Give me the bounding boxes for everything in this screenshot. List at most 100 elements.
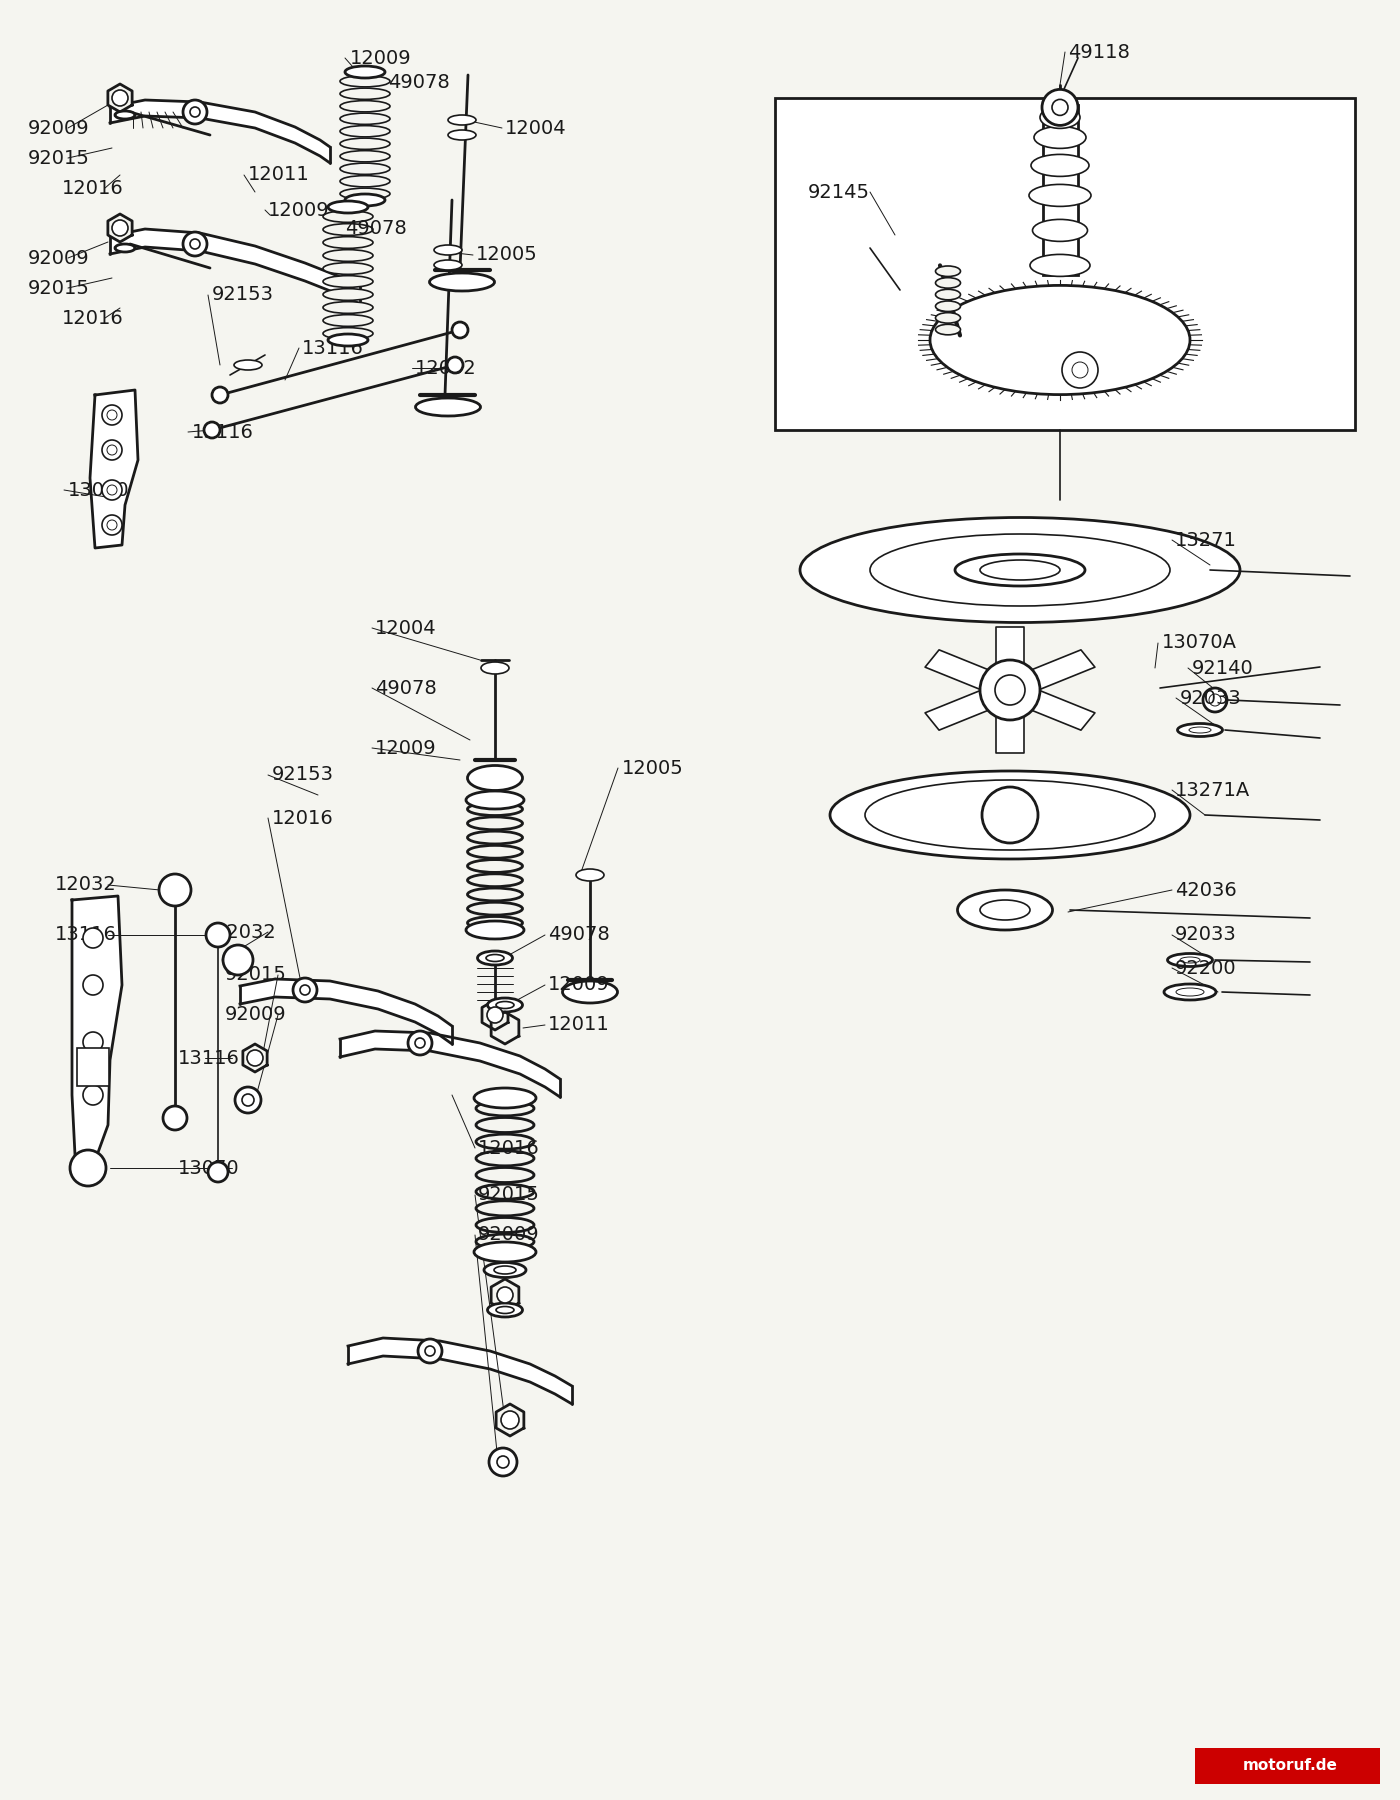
Circle shape — [1063, 353, 1098, 389]
Ellipse shape — [487, 1303, 522, 1318]
Polygon shape — [340, 1031, 560, 1096]
Text: 13116: 13116 — [302, 338, 364, 358]
Ellipse shape — [434, 259, 462, 270]
Text: 12016: 12016 — [62, 178, 123, 198]
Circle shape — [209, 1163, 228, 1183]
Ellipse shape — [115, 245, 134, 252]
Ellipse shape — [1029, 184, 1091, 207]
Ellipse shape — [323, 315, 372, 326]
Circle shape — [204, 421, 220, 437]
Ellipse shape — [468, 902, 522, 914]
Ellipse shape — [328, 335, 368, 346]
Circle shape — [183, 101, 207, 124]
Ellipse shape — [466, 790, 524, 808]
Text: 12032: 12032 — [55, 875, 116, 895]
Ellipse shape — [340, 139, 391, 149]
Circle shape — [183, 232, 207, 256]
Circle shape — [407, 1031, 433, 1055]
Text: 12004: 12004 — [505, 119, 567, 137]
Ellipse shape — [340, 113, 391, 124]
Circle shape — [106, 445, 118, 455]
Text: 13116: 13116 — [55, 925, 116, 945]
Ellipse shape — [416, 398, 480, 416]
Polygon shape — [995, 626, 1023, 673]
Text: 92009: 92009 — [477, 1226, 539, 1244]
Ellipse shape — [468, 803, 522, 815]
Ellipse shape — [323, 328, 372, 340]
Text: 13070: 13070 — [69, 481, 130, 499]
Text: 92145: 92145 — [808, 182, 869, 202]
Circle shape — [102, 405, 122, 425]
Ellipse shape — [468, 916, 522, 929]
Ellipse shape — [1035, 126, 1086, 148]
Circle shape — [106, 410, 118, 419]
Circle shape — [102, 439, 122, 461]
Polygon shape — [111, 229, 360, 304]
Ellipse shape — [935, 277, 960, 288]
Ellipse shape — [340, 101, 391, 112]
Text: 12032: 12032 — [216, 922, 277, 941]
Ellipse shape — [955, 554, 1085, 587]
Ellipse shape — [115, 112, 134, 119]
Ellipse shape — [477, 950, 512, 965]
Text: 12016: 12016 — [477, 1139, 540, 1157]
Text: 49078: 49078 — [344, 218, 407, 238]
Text: 12016: 12016 — [272, 808, 333, 828]
Polygon shape — [995, 707, 1023, 752]
Text: 12009: 12009 — [350, 49, 412, 67]
Text: 92153: 92153 — [272, 765, 335, 785]
Polygon shape — [349, 1337, 573, 1404]
Text: 92015: 92015 — [477, 1186, 540, 1204]
Circle shape — [83, 929, 104, 949]
Ellipse shape — [1168, 954, 1212, 967]
Ellipse shape — [496, 1307, 514, 1314]
Ellipse shape — [323, 236, 372, 248]
Polygon shape — [242, 1044, 267, 1073]
Ellipse shape — [1033, 220, 1088, 241]
Ellipse shape — [1189, 727, 1211, 733]
Ellipse shape — [1030, 254, 1091, 277]
Text: 92015: 92015 — [28, 149, 90, 167]
Ellipse shape — [484, 1262, 526, 1278]
Text: 49078: 49078 — [375, 679, 437, 697]
Polygon shape — [71, 896, 122, 1181]
Text: 12016: 12016 — [62, 308, 123, 328]
Circle shape — [242, 1094, 253, 1105]
Ellipse shape — [323, 302, 372, 313]
Ellipse shape — [468, 860, 522, 873]
Text: 13271A: 13271A — [1175, 781, 1250, 799]
Ellipse shape — [430, 274, 494, 292]
Ellipse shape — [476, 1168, 533, 1183]
Circle shape — [106, 484, 118, 495]
Circle shape — [246, 1049, 263, 1066]
Text: 49078: 49078 — [547, 925, 610, 945]
Text: 12009: 12009 — [547, 976, 609, 994]
Text: 92015: 92015 — [225, 965, 287, 985]
Ellipse shape — [482, 662, 510, 673]
Ellipse shape — [434, 245, 462, 256]
Circle shape — [70, 1150, 106, 1186]
Ellipse shape — [476, 1134, 533, 1148]
Text: 92200: 92200 — [1175, 958, 1236, 977]
Circle shape — [235, 1087, 260, 1112]
Circle shape — [102, 515, 122, 535]
Ellipse shape — [234, 360, 262, 371]
Ellipse shape — [328, 202, 368, 212]
Ellipse shape — [487, 997, 522, 1012]
Ellipse shape — [340, 76, 391, 86]
Circle shape — [497, 1456, 510, 1469]
Polygon shape — [925, 650, 995, 689]
Circle shape — [1203, 688, 1226, 713]
Ellipse shape — [468, 846, 522, 859]
Ellipse shape — [494, 1265, 517, 1274]
Ellipse shape — [476, 1102, 533, 1116]
Ellipse shape — [475, 1242, 536, 1262]
Text: 12005: 12005 — [622, 758, 683, 778]
Circle shape — [981, 787, 1037, 842]
Text: 12009: 12009 — [375, 738, 437, 758]
Text: 12005: 12005 — [476, 245, 538, 265]
Polygon shape — [496, 1404, 524, 1436]
Circle shape — [293, 977, 316, 1003]
Text: 12004: 12004 — [375, 619, 437, 637]
Polygon shape — [239, 979, 452, 1044]
